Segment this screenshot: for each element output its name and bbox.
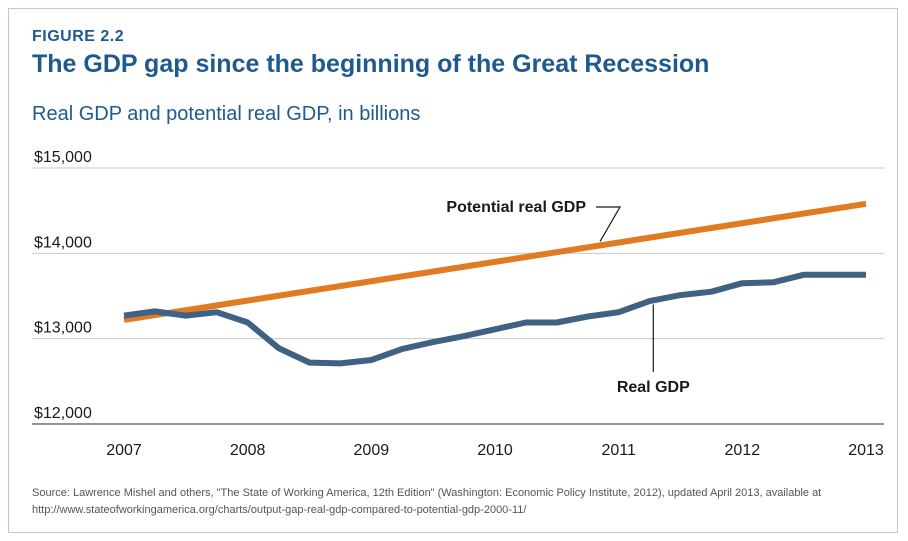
- y-tick-label: $12,000: [34, 405, 92, 422]
- potential-gdp-line: [123, 200, 867, 323]
- x-tick-label: 2012: [725, 442, 761, 459]
- x-tick-label: 2010: [477, 442, 513, 459]
- figure-label: FIGURE 2.2: [32, 28, 125, 45]
- source-note: Source: Lawrence Mishel and others, "The…: [32, 487, 822, 516]
- real-gdp-label: Real GDP: [617, 379, 690, 396]
- real-gdp-line: [123, 271, 866, 367]
- y-tick-label: $14,000: [34, 234, 92, 251]
- potential-gdp-leader-line: [596, 206, 622, 242]
- y-tick-label: $15,000: [34, 149, 92, 166]
- chart-subtitle: Real GDP and potential real GDP, in bill…: [32, 103, 421, 125]
- x-tick-label: 2009: [354, 442, 390, 459]
- x-tick-label: 2008: [230, 442, 266, 459]
- y-tick-label: $13,000: [34, 320, 92, 337]
- x-tick-label: 2007: [106, 442, 142, 459]
- x-tick-label: 2013: [848, 442, 884, 459]
- x-tick-label: 2011: [601, 442, 636, 459]
- chart-title: The GDP gap since the beginning of the G…: [32, 50, 710, 78]
- potential-gdp-label: Potential real GDP: [446, 199, 586, 216]
